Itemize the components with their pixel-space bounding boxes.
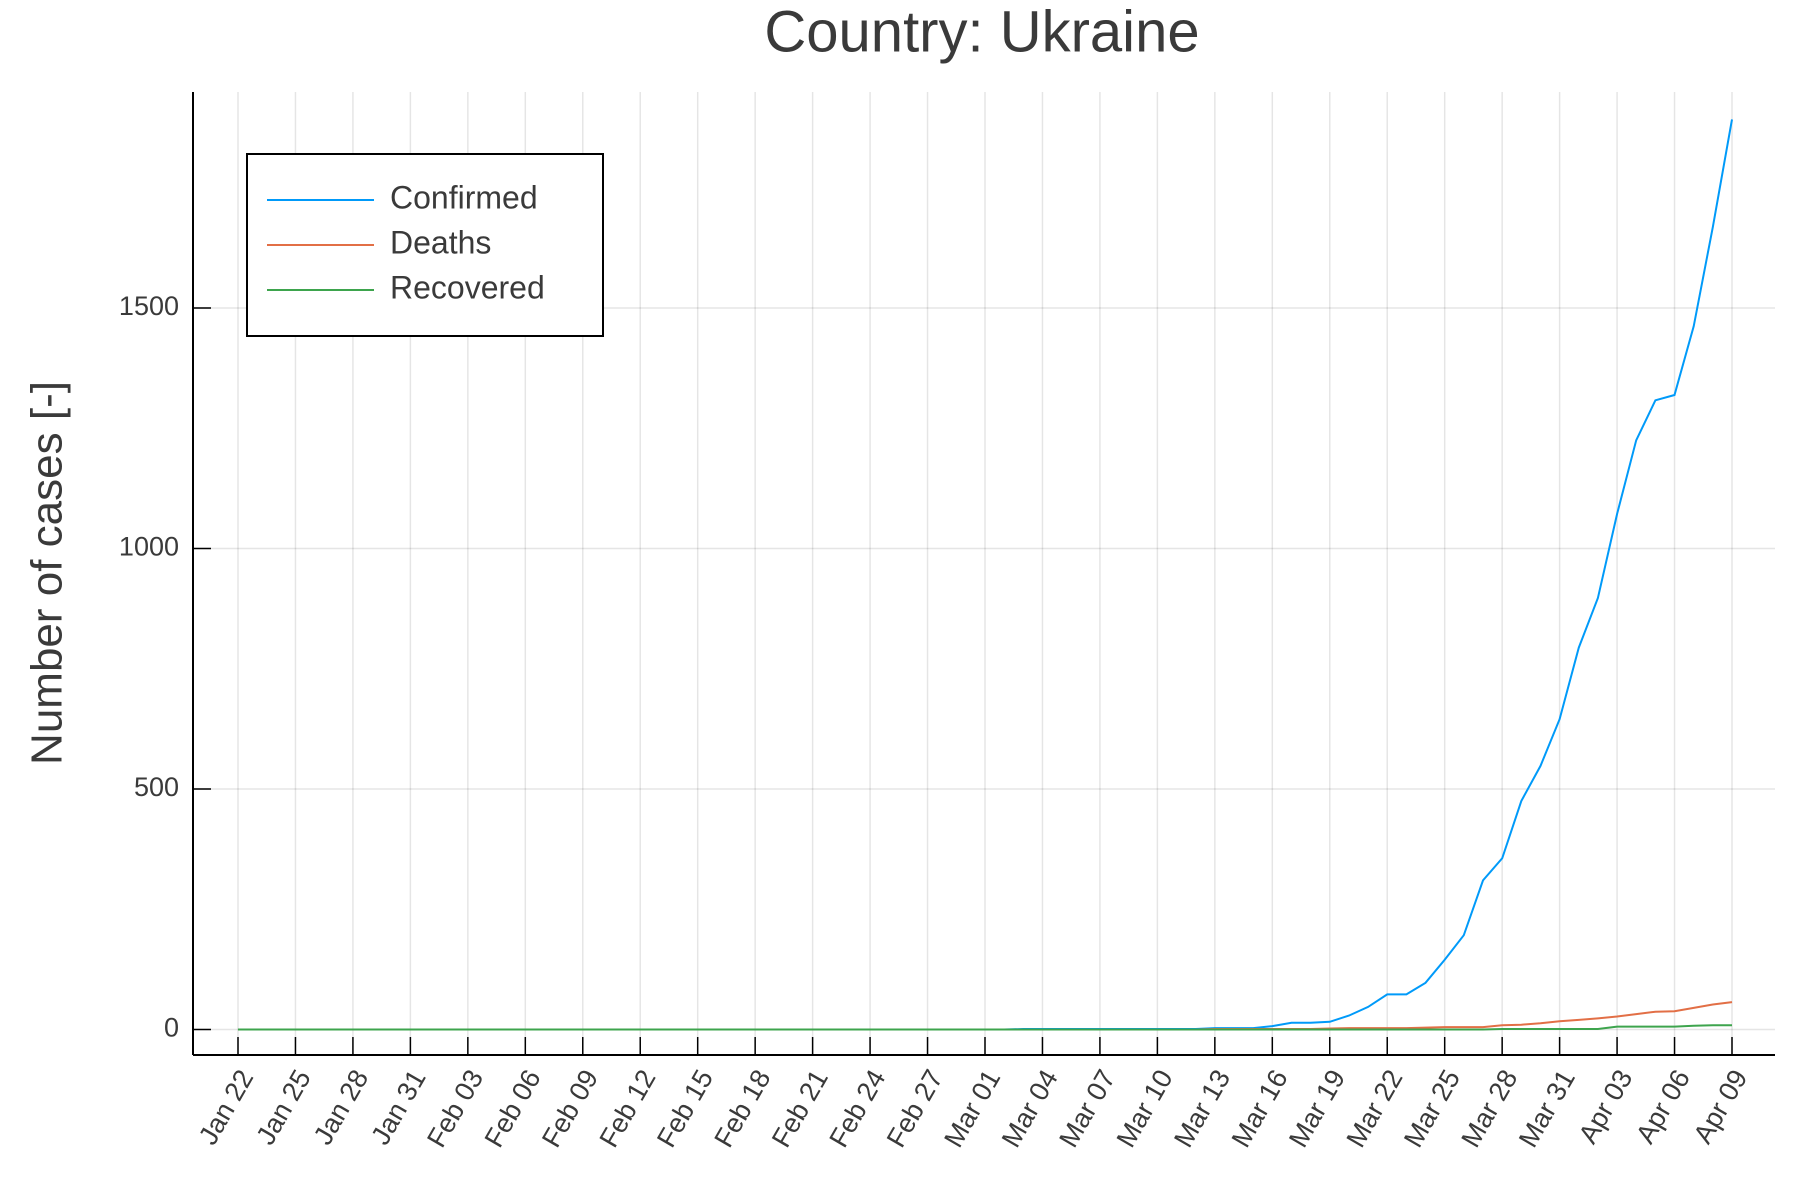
chart-title: Country: Ukraine xyxy=(764,0,1199,64)
y-tick-label: 1000 xyxy=(119,532,179,562)
y-tick-label: 500 xyxy=(134,772,179,802)
y-tick-label: 1500 xyxy=(119,291,179,321)
legend-label: Deaths xyxy=(390,224,491,260)
y-tick-label: 0 xyxy=(164,1013,179,1043)
y-axis-label: Number of cases [-] xyxy=(23,381,72,765)
legend-label: Recovered xyxy=(390,269,545,305)
series-line xyxy=(238,1024,1732,1031)
legend-label: Confirmed xyxy=(390,179,538,215)
